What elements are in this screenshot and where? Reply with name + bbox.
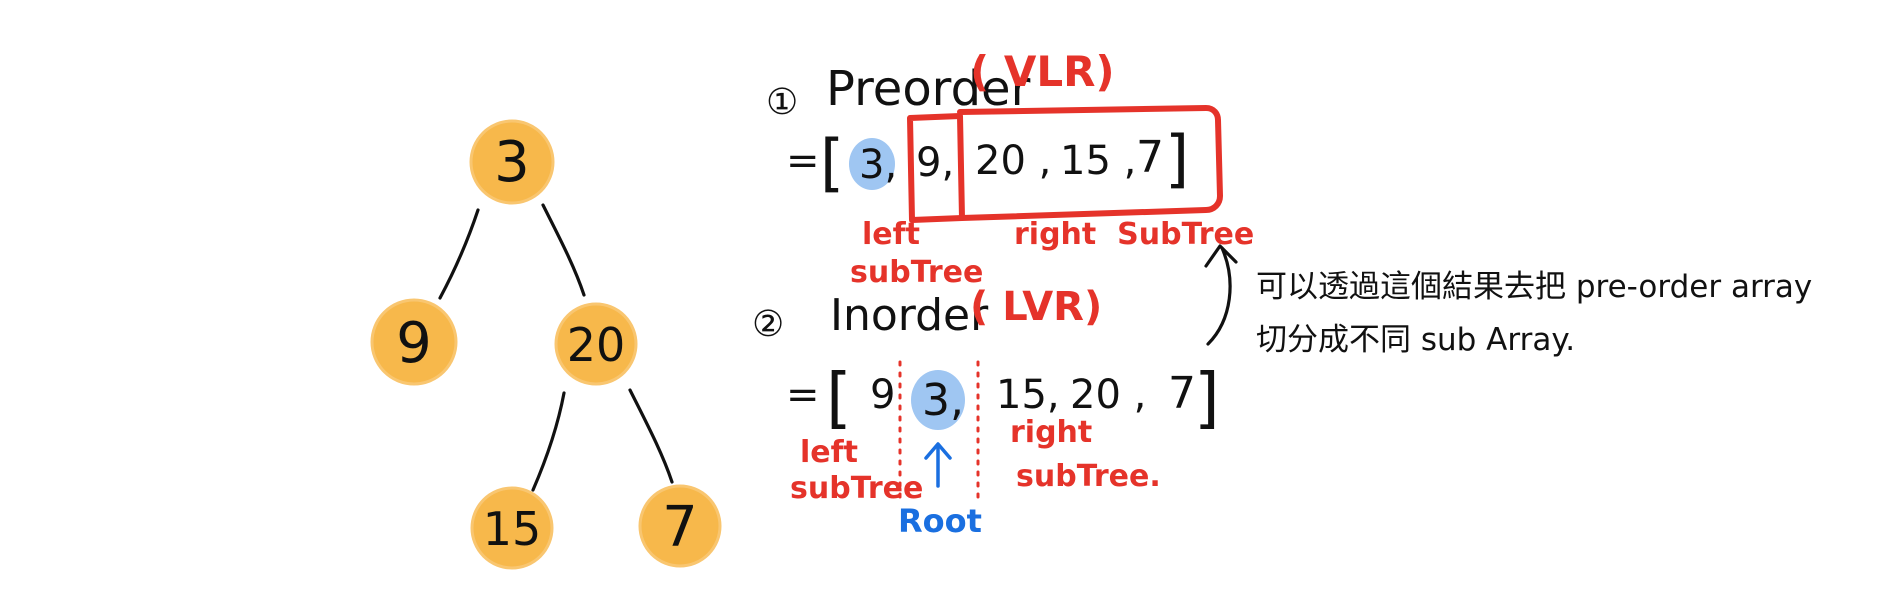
preorder-root-highlight [849, 138, 895, 190]
tree-node-circle [554, 302, 638, 386]
preorder-left-subtree-label-line2: subTree [850, 255, 983, 290]
tree-node-9: 9 [370, 298, 458, 386]
curved-up-arrow [1204, 244, 1238, 346]
inorder-root-label: Root [898, 502, 982, 540]
tree-node-3: 3 [469, 119, 555, 205]
preorder-value-15: 15 , [1060, 138, 1136, 184]
inorder-value-3: 3, [922, 375, 964, 426]
tree-node-circle [470, 486, 554, 570]
tree-edge-3-9 [438, 208, 480, 300]
inorder-root-highlight [911, 370, 965, 430]
preorder-value-20: 20 , [975, 138, 1051, 184]
root-arrow-head [924, 442, 952, 460]
preorder-close-bracket: ] [1165, 122, 1189, 195]
tree-node-15: 15 [470, 486, 554, 570]
tree-node-circle [370, 298, 458, 386]
preorder-left-subtree-label-line1: left [862, 217, 920, 252]
preorder-value-7: 7 [1136, 132, 1164, 183]
preorder-value-9: 9, [916, 140, 954, 186]
preorder-number: ① [766, 82, 798, 123]
curved-arrow-head [1204, 244, 1238, 268]
preorder-title: Preorder [826, 61, 1031, 117]
inorder-right-subtree-label-line1: right [1010, 415, 1092, 450]
inorder-order-code: ( LVR) [970, 284, 1102, 330]
preorder-right-subtree-box [957, 105, 1223, 221]
inorder-left-subtree-label-line2: subTree [790, 471, 923, 506]
tree-edge-20-7 [628, 388, 674, 484]
note-line-2: 切分成不同 sub Array. [1256, 322, 1575, 358]
binary-tree: 3 9 20 15 7 [370, 119, 722, 570]
tree-node-label: 20 [567, 318, 626, 372]
tree-node-label: 3 [494, 130, 530, 195]
inorder-open-bracket: [ [826, 359, 852, 436]
inorder-value-9: 9 [870, 372, 895, 418]
preorder-order-code: ( VLR) [970, 47, 1115, 96]
inorder-left-subtree-label-line1: left [800, 435, 858, 470]
inorder-value-20: 20 , [1070, 372, 1146, 418]
inorder-right-subtree-label-line2: subTree. [1016, 459, 1161, 494]
inorder-number: ② [752, 304, 784, 345]
inorder-equals: = [786, 372, 820, 418]
tree-node-circle [469, 119, 555, 205]
inorder-value-7: 7 [1168, 368, 1196, 419]
tree-edge-20-15 [531, 391, 566, 492]
root-arrow [924, 442, 952, 488]
tree-node-label: 7 [662, 495, 698, 560]
inorder-title: Inorder [830, 290, 989, 341]
preorder-right-subtree-label: right SubTree [1014, 217, 1254, 252]
preorder-open-bracket: [ [820, 126, 844, 199]
preorder-section: ① Preorder ( VLR) = [ 3, 9, 20 , 15 , 7 … [766, 47, 1254, 290]
tree-edge-3-20 [541, 203, 586, 297]
inorder-section: ② Inorder ( LVR) = [ 9 3, 15, 20 , 7 ] l… [752, 284, 1220, 540]
preorder-value-3: 3, [859, 142, 897, 188]
tree-node-7: 7 [638, 484, 722, 568]
tree-node-20: 20 [554, 302, 638, 386]
curved-arrow-shaft [1206, 246, 1232, 346]
tree-node-label: 15 [483, 502, 542, 556]
tree-node-circle [638, 484, 722, 568]
inorder-close-bracket: ] [1194, 359, 1220, 436]
inorder-value-15: 15, [996, 372, 1060, 418]
tree-node-label: 9 [396, 311, 432, 376]
note-line-1: 可以透過這個結果去把 pre-order array [1256, 269, 1812, 305]
preorder-equals: = [786, 138, 820, 184]
explanation-note: 可以透過這個結果去把 pre-order array 切分成不同 sub Arr… [1256, 269, 1812, 358]
